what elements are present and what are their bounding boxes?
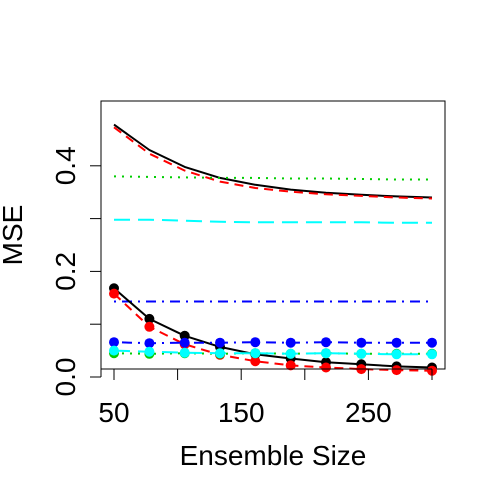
series-7-point-9 (391, 365, 402, 376)
x-tick-label-250: 250 (345, 397, 392, 428)
series-10-point-4 (215, 348, 225, 359)
series-8-point-7 (321, 337, 331, 348)
x-tick-label-150: 150 (218, 397, 265, 428)
series-8-point-6 (285, 337, 296, 348)
series-line-10 (113, 349, 432, 356)
series-6-point-2 (144, 313, 155, 324)
y-axis: 0.0 0.2 0.4 (50, 146, 102, 397)
series-line-8 (113, 341, 432, 345)
x-axis: 50 150 250 (98, 368, 433, 428)
series-8-point-2 (144, 338, 155, 349)
series-6-point-3 (179, 330, 190, 341)
series-10-point-6 (285, 348, 296, 359)
series-8-point-9 (391, 337, 402, 348)
series-line-1 (113, 123, 433, 199)
series-8-point-3 (179, 337, 190, 348)
series-8-point-5 (250, 337, 261, 348)
series-10-point-9 (391, 349, 402, 360)
y-tick-label-1: 0.2 (50, 252, 81, 291)
series-line-6 (113, 287, 433, 369)
series-8-point-4 (215, 337, 225, 348)
series-layer (109, 123, 437, 376)
series-7-point-5 (250, 356, 261, 367)
series-line-3 (113, 175, 432, 181)
series-10-point-5 (250, 348, 261, 359)
series-10-point-1 (109, 345, 119, 356)
series-7-point-6 (285, 360, 296, 371)
y-tick-label-0: 0.0 (50, 358, 81, 397)
series-8-point-8 (356, 337, 367, 348)
y-axis-label: MSE (0, 205, 28, 266)
series-7-point-2 (144, 321, 155, 332)
y-tick-label-2: 0.4 (50, 146, 81, 185)
series-8-point-1 (109, 337, 119, 348)
x-tick-label-50: 50 (98, 397, 129, 428)
series-10-point-2 (144, 346, 155, 357)
series-8-point-10 (427, 337, 437, 348)
series-line-4 (114, 218, 432, 224)
series-10-point-7 (321, 348, 331, 359)
series-line-7 (113, 292, 433, 372)
series-10-point-3 (179, 347, 190, 358)
x-axis-label: Ensemble Size (180, 440, 367, 471)
series-7-point-1 (109, 288, 119, 299)
series-line-2 (113, 126, 433, 200)
series-10-point-10 (427, 349, 437, 360)
series-7-point-7 (321, 362, 331, 373)
series-10-point-8 (356, 348, 367, 359)
